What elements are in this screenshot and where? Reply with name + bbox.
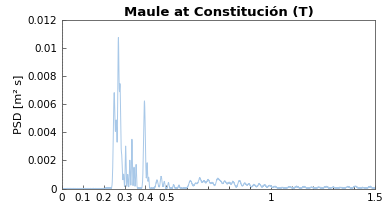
Y-axis label: PSD [m² s]: PSD [m² s] bbox=[13, 74, 23, 134]
Title: Maule at Constitución (T): Maule at Constitución (T) bbox=[124, 6, 314, 19]
